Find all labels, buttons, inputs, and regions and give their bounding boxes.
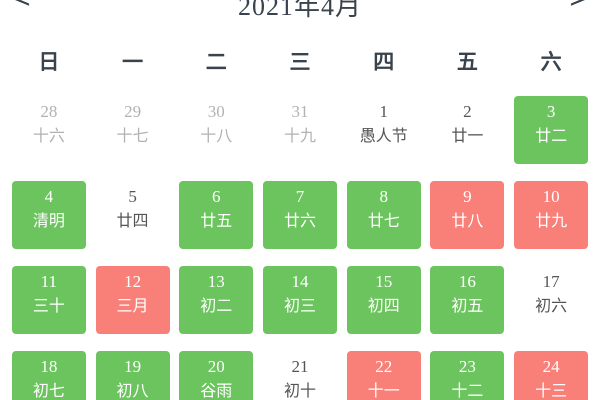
day-lunar-label: 十九 [283, 128, 316, 145]
day-lunar-label: 初七 [32, 383, 65, 400]
weekday-label-6: 六 [540, 50, 562, 74]
day-lunar-label: 廿七 [367, 213, 400, 230]
day-lunar-label: 廿九 [535, 213, 568, 230]
calendar-cell-2[interactable]: 2 廿一 [430, 96, 504, 164]
calendar-cell-24[interactable]: 24 十三 [514, 351, 589, 400]
day-number: 31 [291, 102, 309, 121]
day-number: 6 [212, 187, 221, 206]
day-number: 14 [291, 272, 309, 291]
weekday-label-0: 日 [38, 50, 60, 74]
calendar-cell-18[interactable]: 18 初七 [11, 351, 86, 400]
day-number: 5 [128, 187, 137, 206]
day-lunar-label: 初八 [116, 383, 149, 400]
day-lunar-label: 初十 [283, 383, 316, 400]
day-lunar-label: 廿一 [451, 128, 484, 145]
calendar-cell-12[interactable]: 12 三月 [95, 266, 170, 334]
day-number: 21 [291, 357, 309, 376]
day-lunar-label: 廿五 [200, 213, 233, 230]
day-lunar-label: 谷雨 [200, 383, 233, 400]
calendar-cell-29[interactable]: 29 十七 [96, 96, 170, 164]
calendar-cell-3[interactable]: 3 廿二 [514, 96, 589, 164]
calendar-cell-30[interactable]: 30 十八 [179, 96, 253, 164]
day-number: 16 [458, 272, 476, 291]
day-lunar-label: 三月 [116, 298, 149, 315]
calendar-cell-8[interactable]: 8 廿七 [346, 181, 421, 249]
weekday-header-row: 日一二三四五六 [0, 47, 600, 77]
day-number: 24 [542, 357, 560, 376]
day-lunar-label: 十三 [535, 383, 568, 400]
calendar-cell-16[interactable]: 16 初五 [430, 266, 505, 334]
day-number: 12 [124, 272, 142, 291]
day-grid: 28 十六 29 十七 30 十八 31 十九 1 愚人节 2 廿一 3 廿二 4 清明 5 廿四 6 廿五 7 廿六 8 廿… [0, 87, 600, 400]
calendar-cell-5[interactable]: 5 廿四 [96, 181, 170, 249]
day-number: 13 [207, 272, 225, 291]
day-lunar-label: 十七 [116, 128, 149, 145]
day-lunar-label: 清明 [32, 213, 65, 230]
calendar-cell-28[interactable]: 28 十六 [12, 96, 86, 164]
month-title: 2021年4月 [237, 0, 362, 21]
weekday-label-2: 二 [205, 50, 227, 74]
calendar-cell-19[interactable]: 19 初八 [95, 351, 170, 400]
day-number: 23 [458, 357, 476, 376]
day-lunar-label: 初四 [367, 298, 400, 315]
weekday-label-1: 一 [122, 50, 144, 74]
day-number: 2 [463, 102, 472, 121]
day-lunar-label: 三十 [32, 298, 65, 315]
day-number: 22 [375, 357, 393, 376]
calendar-cell-13[interactable]: 13 初二 [179, 266, 254, 334]
day-number: 8 [379, 187, 388, 206]
day-number: 15 [375, 272, 393, 291]
calendar-cell-1[interactable]: 1 愚人节 [347, 96, 421, 164]
day-lunar-label: 十六 [32, 128, 65, 145]
day-number: 18 [40, 357, 58, 376]
next-month-button[interactable]: > [569, 0, 587, 14]
day-number: 4 [44, 187, 54, 206]
day-number: 3 [546, 102, 556, 121]
calendar-cell-7[interactable]: 7 廿六 [262, 181, 337, 249]
calendar-cell-23[interactable]: 23 十二 [430, 351, 505, 400]
weekday-label-3: 三 [289, 50, 311, 74]
calendar-cell-20[interactable]: 20 谷雨 [179, 351, 254, 400]
calendar-cell-10[interactable]: 10 廿九 [514, 181, 589, 249]
day-lunar-label: 廿二 [535, 128, 568, 145]
day-lunar-label: 愚人节 [359, 128, 408, 145]
day-number: 17 [542, 272, 560, 291]
day-lunar-label: 初三 [283, 298, 316, 315]
day-number: 19 [124, 357, 142, 376]
day-lunar-label: 初二 [200, 298, 233, 315]
day-number: 29 [124, 102, 142, 121]
day-number: 1 [379, 102, 388, 121]
calendar-cell-31[interactable]: 31 十九 [263, 96, 337, 164]
calendar-cell-6[interactable]: 6 廿五 [179, 181, 254, 249]
calendar-cell-15[interactable]: 15 初四 [346, 266, 421, 334]
calendar-cell-4[interactable]: 4 清明 [11, 181, 86, 249]
day-lunar-label: 十二 [451, 383, 484, 400]
calendar-cell-14[interactable]: 14 初三 [262, 266, 337, 334]
day-number: 11 [40, 272, 58, 291]
day-lunar-label: 初六 [535, 298, 568, 315]
day-lunar-label: 廿四 [116, 213, 149, 230]
day-number: 7 [295, 187, 305, 206]
day-lunar-label: 初五 [451, 298, 484, 315]
weekday-label-4: 四 [373, 50, 395, 74]
weekday-label-5: 五 [456, 50, 478, 74]
day-number: 28 [40, 102, 58, 121]
day-lunar-label: 廿八 [451, 213, 484, 230]
day-lunar-label: 廿六 [283, 213, 316, 230]
calendar-cell-11[interactable]: 11 三十 [11, 266, 86, 334]
day-number: 30 [207, 102, 225, 121]
calendar-cell-21[interactable]: 21 初十 [263, 351, 337, 400]
day-lunar-label: 十八 [200, 128, 233, 145]
prev-month-button[interactable]: < [13, 0, 31, 14]
day-lunar-label: 十一 [367, 383, 400, 400]
calendar-cell-17[interactable]: 17 初六 [514, 266, 588, 334]
day-number: 10 [542, 187, 560, 206]
calendar-cell-9[interactable]: 9 廿八 [430, 181, 505, 249]
calendar-cell-22[interactable]: 22 十一 [346, 351, 421, 400]
day-number: 20 [207, 357, 225, 376]
day-number: 9 [463, 187, 472, 206]
